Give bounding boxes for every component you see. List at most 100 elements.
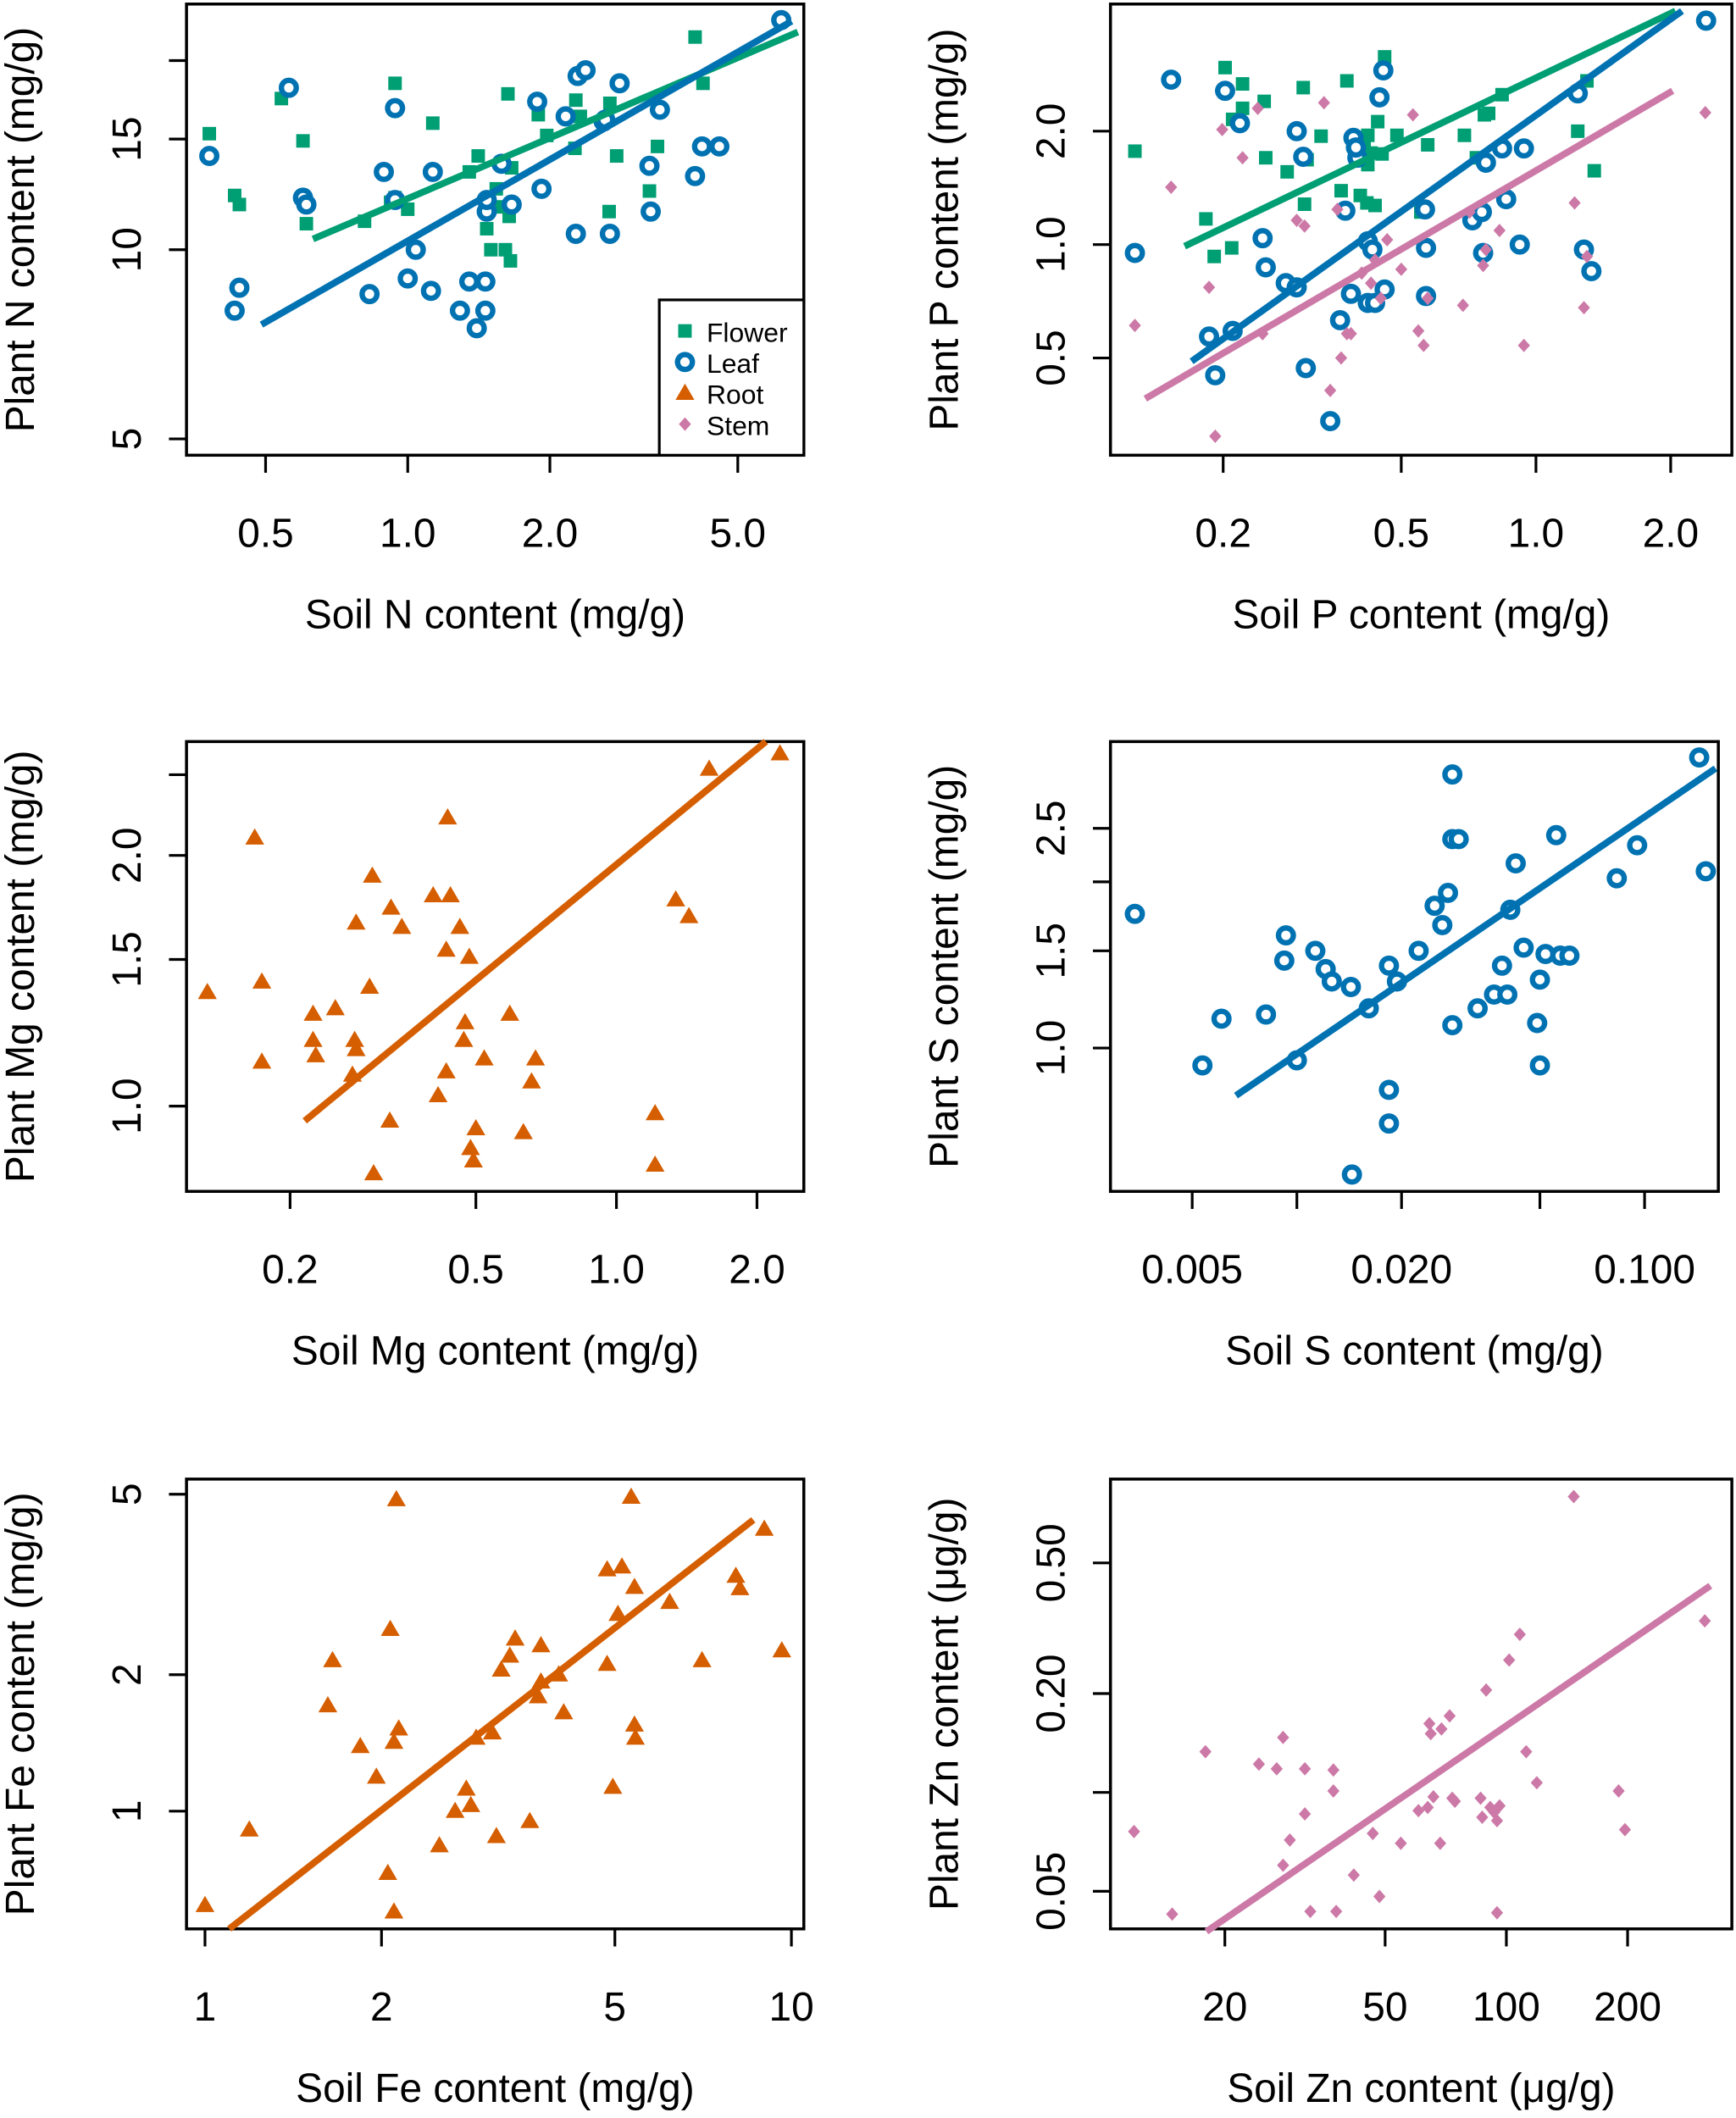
root-point xyxy=(252,972,272,989)
flower-point xyxy=(1224,241,1239,255)
root-point xyxy=(772,1641,791,1658)
stem-point xyxy=(1284,1832,1296,1847)
stem-point xyxy=(1612,1784,1625,1798)
series-root xyxy=(197,744,790,1181)
stem-point xyxy=(1490,1905,1504,1920)
flower-point xyxy=(651,139,665,153)
flower-point xyxy=(401,202,415,216)
leaf-point xyxy=(1293,147,1314,168)
leaf-point xyxy=(397,268,419,289)
stem-point xyxy=(1347,1868,1361,1882)
root-point xyxy=(461,1795,480,1812)
x-tick-label: 100 xyxy=(1473,1985,1540,2030)
leaf-point xyxy=(1491,955,1512,976)
root-point xyxy=(381,898,401,915)
flower-point xyxy=(1257,94,1272,108)
leaf-point xyxy=(449,300,470,321)
root-point xyxy=(486,1827,507,1844)
root-point xyxy=(347,1040,366,1056)
stem-point xyxy=(1435,1722,1448,1736)
leaf-point xyxy=(1529,1055,1550,1076)
leaf-regression-line xyxy=(1190,8,1684,364)
stem-point xyxy=(1323,383,1337,397)
stem-point xyxy=(1209,429,1222,443)
stem-point xyxy=(1578,301,1590,315)
root-point xyxy=(445,1801,465,1818)
root-point xyxy=(554,1703,574,1720)
leaf-point xyxy=(639,155,660,176)
leaf-point xyxy=(1273,950,1295,971)
stem-point xyxy=(1327,1784,1339,1798)
stem-point xyxy=(1477,258,1489,273)
panel-zinc: 20 50 100 200 0.05 0.20 0.50 Soil Zn content (μ… xyxy=(923,1478,1733,2111)
stem-point xyxy=(1520,1744,1533,1759)
root-point xyxy=(730,1578,750,1595)
leaf-point xyxy=(1475,152,1496,173)
root-point xyxy=(608,1605,628,1622)
leaf-point xyxy=(278,77,299,98)
x-axis-label: Soil S content (mg/g) xyxy=(1225,1328,1604,1373)
flower-point xyxy=(1199,212,1213,226)
flower-point xyxy=(1378,50,1392,64)
leaf-point xyxy=(685,165,706,186)
stem-point xyxy=(1329,1905,1343,1919)
leaf-point xyxy=(1497,984,1518,1005)
leaf-point xyxy=(296,194,317,215)
flower-point xyxy=(480,222,494,236)
root-point xyxy=(430,1836,449,1853)
leaf-point xyxy=(199,146,220,167)
stem-point xyxy=(1277,1858,1290,1872)
leaf-point xyxy=(1467,998,1488,1019)
leaf-point xyxy=(1192,1055,1213,1076)
legend-stem-label: Stem xyxy=(707,410,769,441)
series-leaf xyxy=(1124,10,1717,431)
leaf-point xyxy=(1340,977,1362,997)
root-point xyxy=(384,1733,404,1749)
x-tick-label: 0.100 xyxy=(1594,1248,1695,1293)
panel-sulfur: 0.005 0.020 0.100 1.0 1.5 2.5 Soil S content (… xyxy=(923,740,1720,1373)
flower-point xyxy=(1235,77,1250,91)
leaf-point xyxy=(1527,1012,1548,1034)
leaf-point xyxy=(709,136,730,157)
leaf-point xyxy=(1286,120,1307,141)
stem-point xyxy=(1317,96,1330,110)
leaf-point xyxy=(1408,940,1429,962)
root-point xyxy=(624,1577,645,1594)
leaf-point xyxy=(1161,69,1182,91)
root-point xyxy=(692,1650,712,1667)
flower-point xyxy=(1339,74,1354,88)
stem-point xyxy=(1202,280,1216,295)
stem-point xyxy=(1568,196,1581,210)
leaf-point xyxy=(1369,86,1390,108)
root-point xyxy=(323,1650,342,1667)
root-point xyxy=(240,1820,259,1837)
flower-point xyxy=(1235,101,1250,115)
leaf-point xyxy=(565,224,586,244)
x-tick-label: 0.5 xyxy=(1373,512,1429,557)
stem-point xyxy=(1251,101,1264,115)
leaf-point xyxy=(1378,1079,1400,1101)
leaf-point xyxy=(1513,937,1534,958)
root-point xyxy=(424,885,443,903)
flower-point xyxy=(484,242,498,257)
flower-point xyxy=(1368,198,1382,213)
root-point xyxy=(500,1646,519,1663)
flower-point xyxy=(1482,106,1496,120)
leaf-point xyxy=(1199,326,1220,347)
leaf-point xyxy=(1689,747,1710,768)
root-point xyxy=(428,1085,448,1102)
series-stem xyxy=(1129,96,1711,443)
x-tick-label: 1.0 xyxy=(588,1248,645,1293)
panel-iron: 1 2 5 10 1 2 5 Soil Fe content (mg/g) Plant Fe c… xyxy=(0,1478,814,2111)
stem-point xyxy=(1290,213,1303,228)
leaf-point xyxy=(458,271,480,292)
leaf-point xyxy=(1581,261,1602,282)
y-axis-label: Plant Zn content (μg/g) xyxy=(923,1498,968,1910)
flower-point xyxy=(1218,60,1232,75)
leaf-point xyxy=(1205,364,1226,385)
root-point xyxy=(252,1052,272,1069)
leaf-point xyxy=(1416,237,1437,258)
y-tick-label: 0.05 xyxy=(1029,1852,1073,1931)
flower-point xyxy=(299,217,313,231)
root-point xyxy=(195,1895,215,1912)
